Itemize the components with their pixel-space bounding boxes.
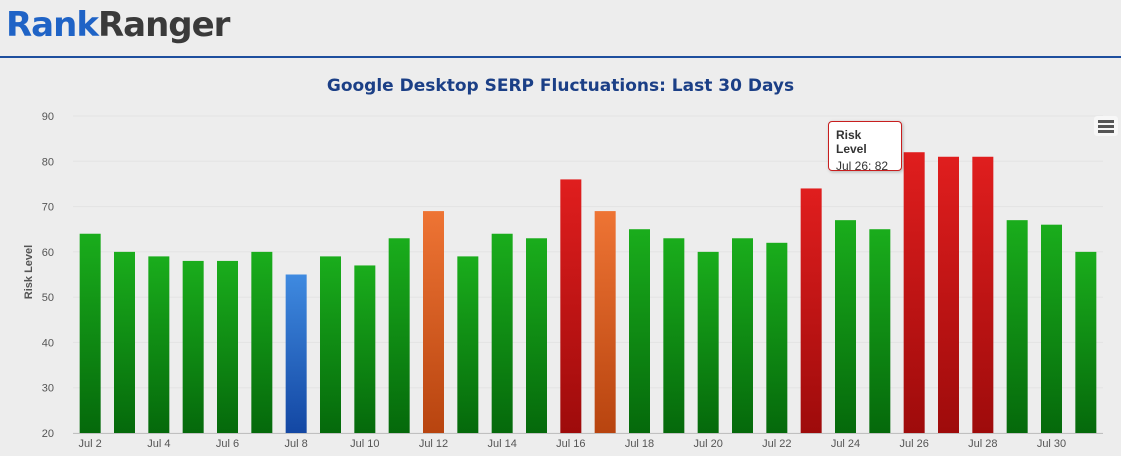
bar-jul-12[interactable] <box>423 211 444 433</box>
bar-jul-28[interactable] <box>972 156 994 433</box>
y-axis-title: Risk Level <box>23 245 35 299</box>
bar-jul-24[interactable] <box>835 220 856 433</box>
bar-jul-20[interactable] <box>697 251 719 433</box>
bar-jul-25[interactable] <box>869 229 891 433</box>
x-tick-label: Jul 16 <box>556 438 585 450</box>
y-tick-label: 60 <box>42 247 54 259</box>
logo-rank-text: Rank <box>6 5 99 45</box>
bar-jul-4[interactable] <box>148 256 170 433</box>
bar-jul-7[interactable] <box>251 251 273 433</box>
x-tick-label: Jul 24 <box>831 438 860 450</box>
logo-ranger-text: Ranger <box>97 5 230 45</box>
bar-jul-30[interactable] <box>1041 224 1062 433</box>
y-tick-label: 50 <box>42 292 54 304</box>
bar-jul-3[interactable] <box>114 251 135 433</box>
x-tick-label: Jul 20 <box>693 438 722 450</box>
bar-jul-14[interactable] <box>491 233 513 433</box>
bar-jul-29[interactable] <box>1006 220 1028 433</box>
bar-jul-26[interactable] <box>903 152 925 433</box>
x-tick-label: Jul 14 <box>487 438 516 450</box>
bar-jul-15[interactable] <box>526 238 547 433</box>
bar-jul-17[interactable] <box>594 211 616 433</box>
x-tick-label: Jul 8 <box>285 438 308 450</box>
x-tick-label: Jul 2 <box>79 438 102 450</box>
x-tick-label: Jul 26 <box>899 438 928 450</box>
rankranger-logo[interactable]: RankRanger <box>6 3 230 47</box>
x-tick-label: Jul 22 <box>762 438 791 450</box>
chart-menu-button[interactable] <box>1094 116 1118 136</box>
bar-jul-27[interactable] <box>938 156 959 433</box>
bar-jul-5[interactable] <box>182 260 204 433</box>
y-axis: 20 30 40 50 60 70 80 90 <box>42 111 54 440</box>
x-tick-label: Jul 28 <box>968 438 997 450</box>
x-tick-label: Jul 12 <box>419 438 448 450</box>
bar-jul-18[interactable] <box>629 229 650 433</box>
bars <box>79 152 1097 434</box>
x-tick-label: Jul 18 <box>625 438 654 450</box>
bar-jul-10[interactable] <box>354 265 376 433</box>
x-tick-label: Jul 30 <box>1037 438 1066 450</box>
bar-jul-9[interactable] <box>320 256 341 433</box>
y-tick-label: 70 <box>42 202 54 214</box>
tooltip-title: Risk Level <box>836 128 867 156</box>
bar-jul-6[interactable] <box>217 260 238 433</box>
bar-jul-22[interactable] <box>766 242 788 433</box>
bar-jul-23[interactable] <box>800 188 822 433</box>
bar-jul-16[interactable] <box>560 179 582 433</box>
y-tick-label: 40 <box>42 337 54 349</box>
bar-jul-8[interactable] <box>285 274 307 434</box>
hamburger-icon <box>1098 120 1114 123</box>
x-axis: Jul 2 Jul 4 Jul 6 Jul 8 Jul 10 Jul 12 Jul 14 Ju… <box>73 433 1103 450</box>
header: RankRanger <box>0 0 1121 58</box>
bar-jul-19[interactable] <box>663 238 685 433</box>
x-tick-label: Jul 10 <box>350 438 379 450</box>
bar-jul-13[interactable] <box>457 256 479 433</box>
x-tick-label: Jul 4 <box>147 438 170 450</box>
chart-tooltip: Risk Level Jul 26: 82 <box>828 121 902 173</box>
x-tick-label: Jul 6 <box>216 438 239 450</box>
chart-title: Google Desktop SERP Fluctuations: Last 3… <box>326 76 795 96</box>
bar-jul-11[interactable] <box>388 238 410 433</box>
bar-jul-21[interactable] <box>732 238 753 433</box>
y-tick-label: 30 <box>42 383 54 395</box>
bar-jul-2[interactable] <box>79 233 101 433</box>
bar-jul-31[interactable] <box>1075 251 1097 433</box>
y-tick-label: 80 <box>42 156 54 168</box>
y-tick-label: 20 <box>42 428 54 440</box>
tooltip-text: Jul 26: 82 <box>836 159 889 173</box>
y-tick-label: 90 <box>42 111 54 123</box>
